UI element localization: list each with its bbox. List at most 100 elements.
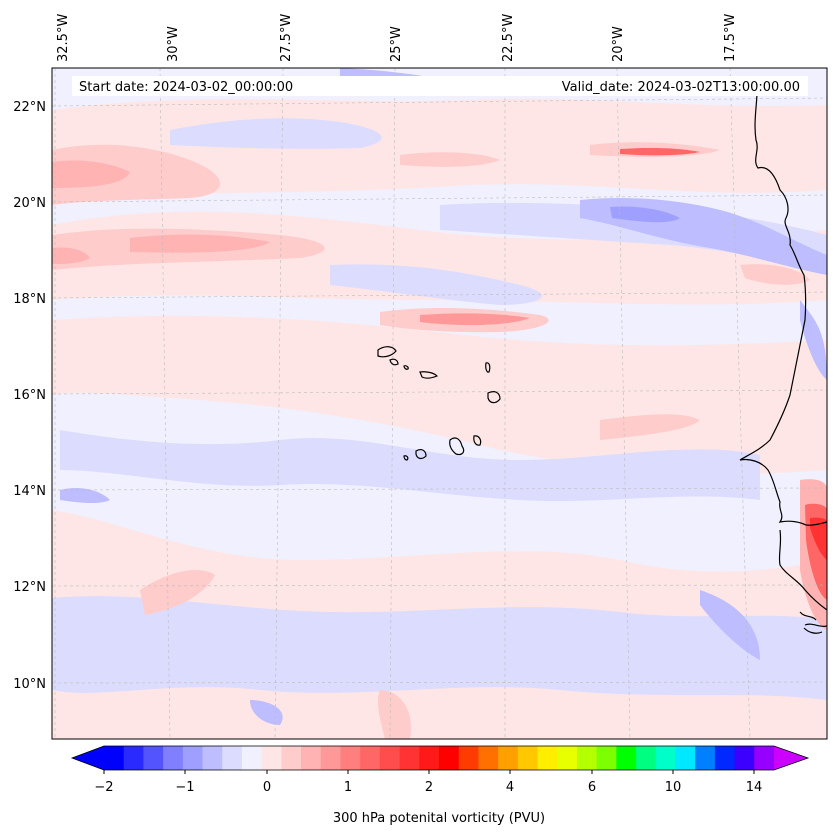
colorbar-swatch [340,746,361,770]
pv-contour-light-blue [52,596,827,700]
colorbar-swatch [419,746,440,770]
latitude-labels: 22°N 20°N 18°N 16°N 14°N 12°N 10°N [13,100,46,692]
lat-label: 22°N [13,100,46,115]
cape-verde-island [485,362,491,373]
cape-verde-island [377,346,397,358]
colorbar-title: 300 hPa potenital vorticity (PVU) [333,811,545,826]
start-date-label: Start date: 2024-03-02_00:00:00 [79,80,293,95]
colorbar-ticks [103,770,755,774]
colorbar-swatch [734,746,755,770]
pv-contour-pink [400,152,500,167]
colorbar-swatch [281,746,302,770]
pv-contour-pink [52,144,220,205]
colorbar-tick-label: 0 [263,780,271,795]
pv-contour-blue [700,590,760,660]
colorbar-swatch [754,746,775,770]
lon-label: 20°W [611,26,626,62]
coastline [377,84,827,634]
colorbar-tick-label: 2 [425,780,433,795]
colorbar-swatch [163,746,184,770]
lat-label: 18°N [13,292,46,307]
pv-contour-pink [420,313,530,326]
lat-label: 12°N [13,580,46,595]
lon-label: 17.5°W [723,14,738,62]
pv-contour-field [52,68,827,739]
cape-verde-island [403,455,409,461]
colorbar-swatch [636,746,657,770]
colorbar-swatch [714,746,736,770]
graticule [52,68,827,739]
colorbar-swatch [576,746,598,770]
pv-contour-pink [740,264,810,285]
lat-label: 16°N [13,388,46,403]
cape-verde-island [487,391,501,404]
cape-verde-island [473,435,482,446]
colorbar-swatch [675,746,696,770]
colorbar: −2 −1 0 1 2 4 6 10 14 300 hPa potenital … [70,745,810,826]
cape-verde-island [449,437,465,456]
pv-contour-pink [52,247,90,264]
lon-label: 30°W [166,26,181,62]
lon-label: 27.5°W [279,14,294,62]
colorbar-tick-label: 14 [746,780,763,795]
colorbar-tick-label: −2 [94,780,113,795]
pv-contour-pink [620,148,700,156]
lat-label: 10°N [13,677,46,692]
lon-label: 32.5°W [56,14,71,62]
pv-contour-light-blue [60,430,760,502]
colorbar-swatch [498,746,519,770]
colorbar-swatch [537,746,558,770]
pv-contour-pink [130,234,270,253]
lon-label: 22.5°W [501,14,516,62]
cape-verde-island [415,449,427,460]
pv-contour-light-blue [330,264,542,305]
map-panel: Start date: 2024-03-02_00:00:00 Valid_da… [13,14,828,740]
colorbar-swatches [104,746,775,770]
colorbar-swatch [557,746,578,770]
colorbar-swatch [104,746,125,770]
colorbar-swatch [655,746,676,770]
pv-contour-pink [377,690,411,739]
map-frame [51,67,828,740]
colorbar-swatch [399,746,420,770]
cape-verde-island [389,358,399,366]
colorbar-swatch [478,746,499,770]
colorbar-swatch [360,746,381,770]
pv-contour-light-blue [170,118,382,149]
date-info-background [72,76,808,96]
colorbar-swatch [695,746,716,770]
pv-contour-blue [610,206,680,223]
colorbar-swatch [379,746,401,770]
colorbar-swatch [123,746,144,770]
colorbar-swatch [202,746,223,770]
africa-coastline [739,84,827,526]
colorbar-swatch [182,746,204,770]
date-info-box: Start date: 2024-03-02_00:00:00 Valid_da… [72,76,808,96]
colorbar-tick-label: 4 [506,780,514,795]
cape-verde-island [419,371,439,379]
africa-coastline-south [778,529,827,634]
colorbar-extend-high [774,746,808,770]
lat-label: 20°N [13,196,46,211]
colorbar-swatch [596,746,617,770]
colorbar-swatch [143,746,164,770]
colorbar-tick-label: 1 [344,780,352,795]
lat-label: 14°N [13,484,46,499]
pv-contour-pink [52,160,130,188]
pv-contour-pink [140,570,215,615]
pv-contour-blue [250,700,283,725]
colorbar-tick-label: 10 [665,780,682,795]
lon-label: 25°W [389,26,404,62]
colorbar-swatch [439,746,460,770]
pv-contour-pink [600,414,700,440]
longitude-labels: 32.5°W 30°W 27.5°W 25°W 22.5°W 20°W 17.5… [56,14,738,62]
colorbar-swatch [301,746,322,770]
colorbar-tick-label: 6 [588,780,596,795]
colorbar-swatch [616,746,637,770]
colorbar-extend-low [72,746,104,770]
colorbar-swatch [222,746,243,770]
colorbar-swatch [458,746,479,770]
cape-verde-island [403,365,409,370]
valid-date-label: Valid_date: 2024-03-02T13:00:00.00 [562,80,800,95]
